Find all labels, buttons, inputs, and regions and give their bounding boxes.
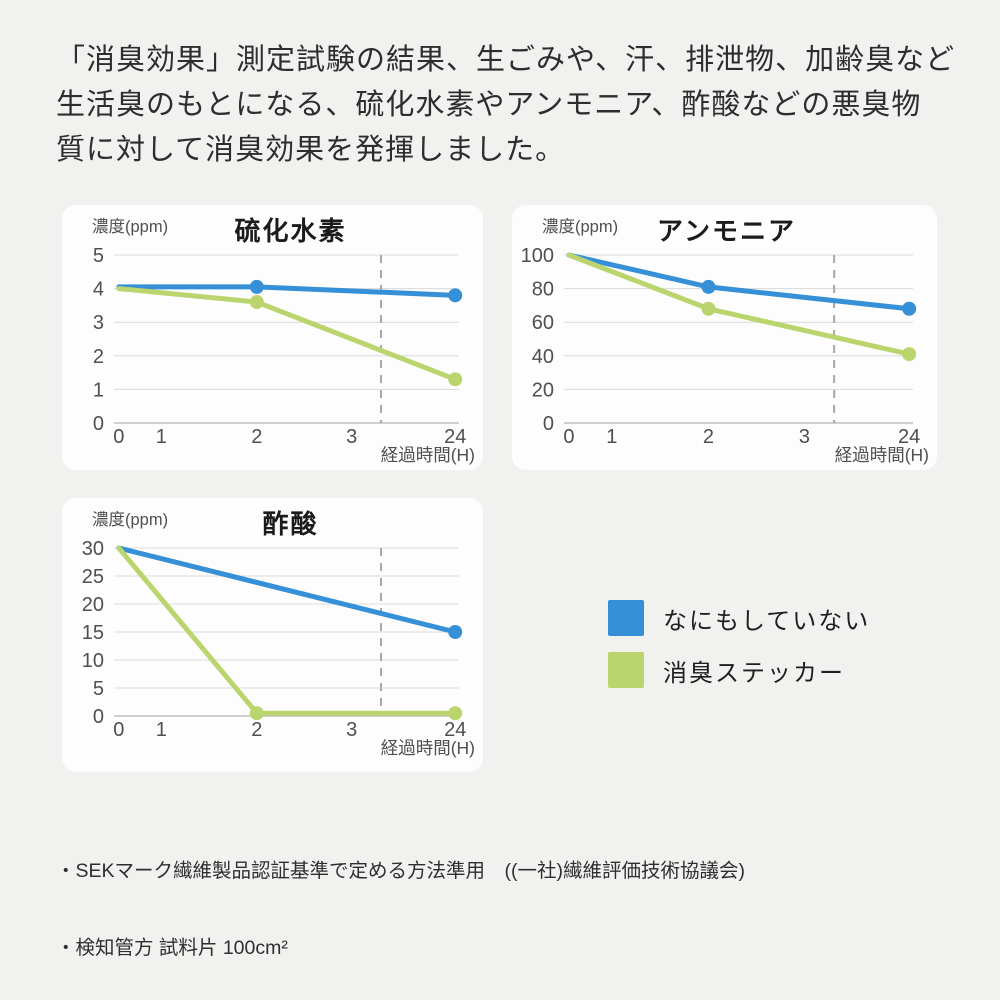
data-point-green: [249, 706, 264, 721]
data-point-green: [902, 347, 917, 362]
x-tick-label: 0: [113, 719, 124, 741]
header-line-1: 「消臭効果」測定試験の結果、生ごみや、汗、排泄物、加齢臭など: [56, 44, 956, 76]
x-tick-label: 0: [113, 426, 124, 448]
series-line-blue: [116, 545, 458, 635]
data-point-blue: [902, 301, 917, 316]
x-tick-label: 24: [444, 719, 466, 741]
x-tick-label: 2: [251, 719, 262, 741]
header-text: 「消臭効果」測定試験の結果、生ごみや、汗、排泄物、加齢臭など 生活臭のもとになる…: [56, 38, 966, 173]
y-tick-label: 4: [93, 279, 104, 301]
x-tick-label: 3: [346, 719, 357, 741]
x-axis-label: 経過時間(H): [835, 445, 929, 465]
y-tick-label: 0: [543, 413, 554, 435]
data-point-blue: [701, 279, 716, 294]
legend-swatch-blue: [608, 600, 644, 636]
chart-title: アンモニア: [657, 216, 796, 246]
data-point-blue: [448, 625, 463, 639]
x-tick-label: 24: [898, 426, 920, 448]
y-tick-label: 80: [532, 279, 554, 301]
x-tick-label: 2: [703, 426, 714, 448]
legend-label-deodorant-sticker: 消臭ステッカー: [663, 659, 845, 687]
chart-card-acetic-acid: 0 5 10 15 20 25 30 0 1 2 3 24 濃度(ppm) 酢酸 経過時間(H): [62, 498, 483, 772]
x-tick-label: 0: [563, 426, 574, 448]
legend-label-untreated: なにもしていない: [663, 607, 871, 635]
legend-swatch-green: [608, 652, 644, 688]
y-tick-label: 0: [93, 413, 104, 435]
data-point-blue: [249, 279, 264, 294]
y-tick-label: 20: [82, 594, 104, 616]
footnote-line-2: ・検知管方 試料片 100cm²: [56, 936, 288, 959]
y-axis-unit-label: 濃度(ppm): [92, 510, 168, 529]
chart-acetic-acid: 0 5 10 15 20 25 30 0 1 2 3 24 濃度(ppm) 酢酸 経過時間(H): [62, 498, 483, 772]
y-tick-label: 2: [93, 346, 104, 368]
data-point-green: [448, 372, 463, 387]
y-tick-label: 5: [93, 678, 104, 700]
y-tick-label: 10: [82, 650, 104, 672]
x-axis-label: 経過時間(H): [381, 445, 475, 465]
chart-card-ammonia: 0 20 40 60 80 100 0 1 2 3 24 濃度(ppm) アンモニア経過時間(H): [512, 205, 937, 470]
footnotes: ・SEKマーク繊維製品認証基準で定める方法準用 ((一社)繊維評価技術協議会) …: [56, 808, 956, 1000]
x-tick-label: 1: [156, 719, 167, 741]
y-tick-label: 3: [93, 312, 104, 334]
y-tick-label: 0: [93, 706, 104, 728]
x-tick-label: 2: [251, 426, 262, 448]
legend-item-untreated: なにもしていない: [608, 600, 870, 636]
x-tick-label: 1: [156, 426, 167, 448]
x-axis-label: 経過時間(H): [381, 738, 475, 758]
header-line-3: 質に対して消臭効果を発揮しました。: [56, 134, 566, 166]
chart-hydrogen-sulfide: 0 1 2 3 4 5 0 1 2 3 24 濃度(ppm) 硫化水素経過時間(H): [62, 205, 483, 470]
legend-item-deodorant-sticker: 消臭ステッカー: [608, 652, 870, 688]
y-tick-label: 25: [82, 566, 104, 588]
data-point-green: [448, 706, 463, 721]
chart-card-hydrogen-sulfide: 0 1 2 3 4 5 0 1 2 3 24 濃度(ppm) 硫化水素経過時間(H): [62, 205, 483, 470]
chart-ammonia: 0 20 40 60 80 100 0 1 2 3 24 濃度(ppm) アンモニア経過時間(H): [512, 205, 937, 470]
series-line-blue: [566, 252, 912, 312]
footnote-line-1: ・SEKマーク繊維製品認証基準で定める方法準用 ((一社)繊維評価技術協議会): [56, 860, 745, 882]
y-tick-label: 40: [532, 346, 554, 368]
legend: なにもしていない 消臭ステッカー: [608, 600, 870, 704]
y-tick-label: 20: [532, 379, 554, 401]
series-line-green: [116, 286, 458, 382]
chart-title: 酢酸: [262, 509, 318, 539]
y-axis-unit-label: 濃度(ppm): [92, 217, 168, 236]
y-tick-label: 15: [82, 622, 104, 644]
x-tick-label: 24: [444, 426, 466, 448]
y-tick-label: 5: [93, 245, 104, 267]
x-tick-label: 1: [606, 426, 617, 448]
header-line-2: 生活臭のもとになる、硫化水素やアンモニア、酢酸などの悪臭物: [56, 89, 922, 121]
data-point-green: [249, 295, 264, 310]
y-tick-label: 30: [82, 538, 104, 560]
x-tick-label: 3: [346, 426, 357, 448]
chart-title: 硫化水素: [234, 216, 346, 246]
data-point-blue: [448, 288, 463, 303]
y-tick-label: 60: [532, 312, 554, 334]
y-tick-label: 1: [93, 379, 104, 401]
data-point-green: [701, 301, 716, 316]
x-tick-label: 3: [799, 426, 810, 448]
y-tick-label: 100: [521, 245, 554, 267]
y-axis-unit-label: 濃度(ppm): [542, 217, 618, 236]
